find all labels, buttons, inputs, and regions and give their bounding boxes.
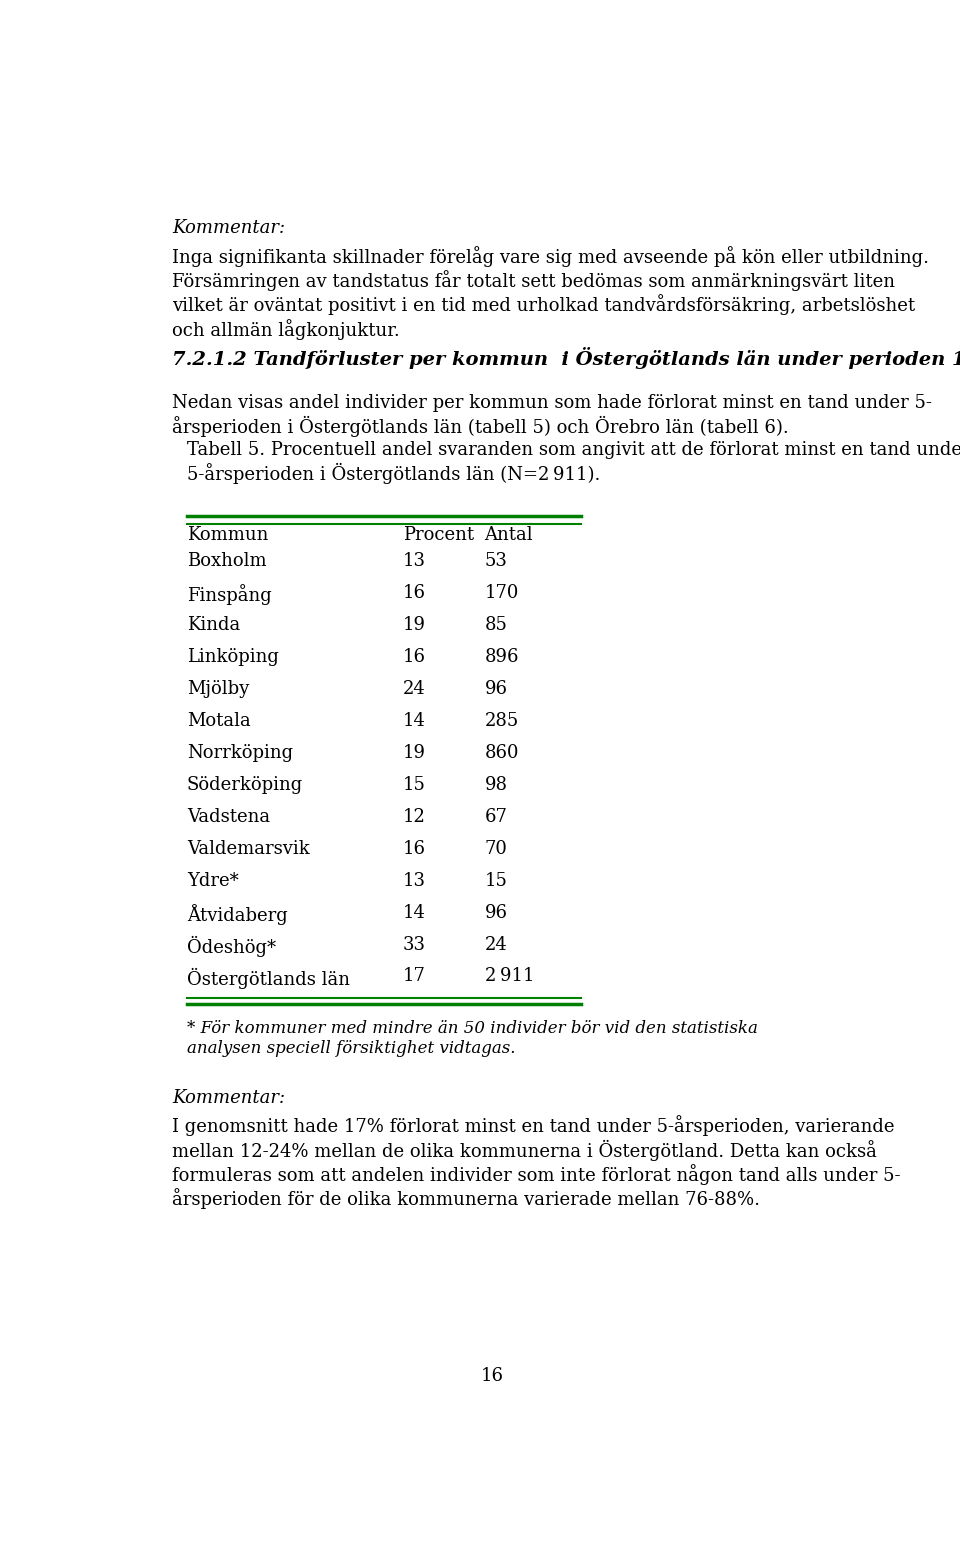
Text: 14: 14 <box>403 713 425 730</box>
Text: Ödeshög*: Ödeshög* <box>187 935 276 957</box>
Text: I genomsnitt hade 17% förlorat minst en tand under 5-årsperioden, varierande
mel: I genomsnitt hade 17% förlorat minst en … <box>172 1115 900 1209</box>
Text: 15: 15 <box>485 872 508 889</box>
Text: 96: 96 <box>485 904 508 921</box>
Text: 285: 285 <box>485 713 518 730</box>
Text: Åtvidaberg: Åtvidaberg <box>187 904 288 924</box>
Text: Finspång: Finspång <box>187 584 272 604</box>
Text: 16: 16 <box>403 584 425 601</box>
Text: 24: 24 <box>485 935 507 954</box>
Text: Antal: Antal <box>485 526 533 543</box>
Text: Vadstena: Vadstena <box>187 808 270 825</box>
Text: 19: 19 <box>403 744 425 761</box>
Text: Boxholm: Boxholm <box>187 553 267 570</box>
Text: 16: 16 <box>481 1367 503 1386</box>
Text: 16: 16 <box>403 839 425 858</box>
Text: Ydre*: Ydre* <box>187 872 239 889</box>
Text: 67: 67 <box>485 808 508 825</box>
Text: 170: 170 <box>485 584 519 601</box>
Text: 14: 14 <box>403 904 425 921</box>
Text: Kommun: Kommun <box>187 526 269 543</box>
Text: Mjölby: Mjölby <box>187 680 250 698</box>
Text: 15: 15 <box>403 775 425 794</box>
Text: Kinda: Kinda <box>187 615 240 634</box>
Text: 85: 85 <box>485 615 508 634</box>
Text: Procent: Procent <box>403 526 474 543</box>
Text: 16: 16 <box>403 648 425 666</box>
Text: Nedan visas andel individer per kommun som hade förlorat minst en tand under 5-
: Nedan visas andel individer per kommun s… <box>172 395 932 437</box>
Text: 70: 70 <box>485 839 508 858</box>
Text: 98: 98 <box>485 775 508 794</box>
Text: 33: 33 <box>403 935 425 954</box>
Text: Söderköping: Söderköping <box>187 775 303 794</box>
Text: * För kommuner med mindre än 50 individer bör vid den statistiska
analysen speci: * För kommuner med mindre än 50 individe… <box>187 1019 757 1057</box>
Text: 2 911: 2 911 <box>485 968 534 985</box>
Text: 19: 19 <box>403 615 425 634</box>
Text: 12: 12 <box>403 808 425 825</box>
Text: Motala: Motala <box>187 713 251 730</box>
Text: 896: 896 <box>485 648 519 666</box>
Text: 860: 860 <box>485 744 519 761</box>
Text: 13: 13 <box>403 872 425 889</box>
Text: Tabell 5. Procentuell andel svaranden som angivit att de förlorat minst en tand : Tabell 5. Procentuell andel svaranden so… <box>187 442 960 484</box>
Text: Kommentar:: Kommentar: <box>172 219 285 238</box>
Text: Valdemarsvik: Valdemarsvik <box>187 839 310 858</box>
Text: 17: 17 <box>403 968 425 985</box>
Text: Linköping: Linköping <box>187 648 278 666</box>
Text: 7.2.1.2 Tandförluster per kommun  i Östergötlands län under perioden 1992-1997: 7.2.1.2 Tandförluster per kommun i Öster… <box>172 348 960 370</box>
Text: 96: 96 <box>485 680 508 698</box>
Text: 13: 13 <box>403 553 425 570</box>
Text: Norrköping: Norrköping <box>187 744 293 761</box>
Text: Östergötlands län: Östergötlands län <box>187 968 350 988</box>
Text: Kommentar:: Kommentar: <box>172 1088 285 1107</box>
Text: Inga signifikanta skillnader förelåg vare sig med avseende på kön eller utbildni: Inga signifikanta skillnader förelåg var… <box>172 246 929 340</box>
Text: 24: 24 <box>403 680 425 698</box>
Text: 53: 53 <box>485 553 508 570</box>
